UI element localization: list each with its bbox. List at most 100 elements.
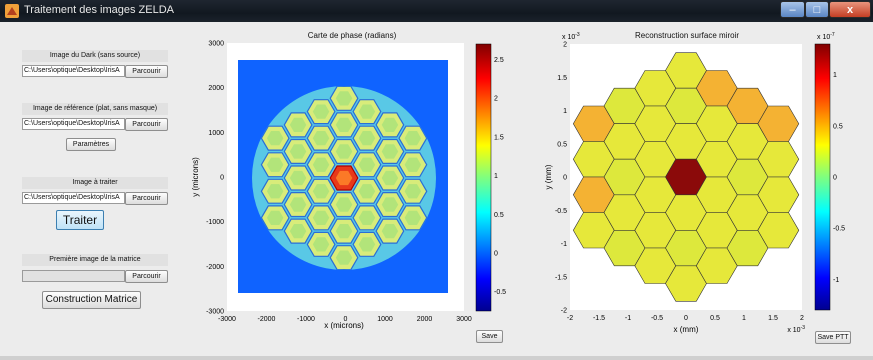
colorbar-tick-label: 2.5 (494, 57, 504, 64)
phase-segment-core (404, 157, 422, 172)
x-tick-label: 3000 (456, 316, 472, 323)
x-tick-label: 2 (800, 315, 804, 322)
y-tick-label: 0.5 (557, 141, 567, 148)
phase-segment-core (312, 104, 330, 119)
title-bar[interactable]: Traitement des images ZELDA – □ x (0, 0, 873, 22)
surface-y-exponent: x 10-3 (562, 32, 580, 41)
phase-xlabel: x (microns) (324, 321, 364, 330)
phase-segment-core (312, 237, 330, 252)
phase-segment-core (358, 104, 376, 119)
phase-segment-core (266, 184, 284, 199)
reference-image-path-field[interactable]: C:\Users\optique\Desktop\IrisA (22, 118, 125, 130)
process-button[interactable]: Traiter (56, 210, 104, 230)
phase-segment-core (289, 224, 307, 239)
x-tick-label: -1000 (297, 316, 315, 323)
phase-segment-core (289, 144, 307, 159)
phase-segment-core (381, 144, 399, 159)
mirror-segment (757, 212, 800, 249)
y-tick-label: -1000 (206, 219, 224, 226)
dark-image-label: Image du Dark (sans source) (22, 50, 168, 62)
reference-browse-button[interactable]: Parcourir (125, 118, 168, 131)
phase-segment-core (335, 117, 353, 132)
phase-map-plot[interactable]: -3000 -2000 -1000 0 1000 2000 3000300020001000… (190, 36, 520, 346)
process-browse-button[interactable]: Parcourir (125, 192, 168, 205)
colorbar-tick-label: -0.5 (494, 289, 506, 296)
control-panel: Image du Dark (sans source) C:\Users\opt… (8, 22, 180, 356)
matrix-first-image-path-field[interactable] (22, 270, 125, 282)
x-tick-label: 0 (344, 316, 348, 323)
colorbar-tick-label: 0 (494, 250, 498, 257)
phase-map-title: Carte de phase (radians) (307, 31, 397, 40)
y-tick-label: -0.5 (555, 208, 567, 215)
y-tick-label: -1 (561, 241, 567, 248)
colorbar-tick-label: 0 (833, 175, 837, 182)
phase-segment-core (404, 184, 422, 199)
y-tick-label: -2000 (206, 264, 224, 271)
y-tick-label: -1.5 (555, 274, 567, 281)
phase-segments (260, 86, 428, 270)
colorbar-tick-label: 0.5 (494, 212, 504, 219)
mirror-segments (572, 52, 800, 302)
surface-plot[interactable]: x 10-3 -2 -1.5 -1 -0.5 0 0.5 1 1.5 2 2 1.5 1 0.5 0 -0.… (545, 30, 873, 350)
phase-axes-ticks: -3000 -2000 -1000 0 1000 2000 3000 3000 2000 1000… (206, 41, 472, 324)
minimize-button[interactable]: – (780, 1, 805, 18)
surface-xlabel: x (mm) (674, 325, 699, 334)
phase-segment-core (335, 224, 353, 239)
process-image-label: Image à traiter (22, 177, 168, 189)
phase-segment-core (312, 210, 330, 225)
y-tick-label: 1 (563, 108, 567, 115)
phase-ylabel: y (microns) (191, 157, 200, 197)
phase-segment-core (404, 210, 422, 225)
surface-colorbar (814, 43, 831, 311)
colorbar-tick-label: -1 (833, 277, 839, 284)
phase-segment-core (312, 131, 330, 146)
y-tick-label: 2000 (208, 85, 224, 92)
y-tick-label: 0 (220, 175, 224, 182)
phase-segment-core (381, 170, 399, 186)
colorbar-tick-label: -0.5 (833, 226, 845, 233)
phase-segment-core (312, 157, 330, 172)
phase-segment-core (381, 117, 399, 132)
dark-image-path-field[interactable]: C:\Users\optique\Desktop\IrisA (22, 65, 125, 77)
phase-segment-core (289, 197, 307, 212)
parameters-button[interactable]: Paramètres (66, 138, 116, 151)
phase-save-button[interactable]: Save (476, 330, 503, 343)
colorbar-tick-label: 1 (494, 173, 498, 180)
process-image-path-field[interactable]: C:\Users\optique\Desktop\IrisA (22, 192, 125, 204)
maximize-button[interactable]: □ (805, 1, 829, 18)
surface-colorbar-ticks: 1 0.5 0 -0.5 -1 (833, 72, 845, 284)
colorbar-tick-label: 1.5 (494, 134, 504, 141)
phase-segment-core (289, 117, 307, 132)
phase-segment-core (358, 210, 376, 225)
surface-colorbar-exponent: x 10-7 (817, 32, 835, 41)
x-tick-label: -0.5 (651, 315, 663, 322)
phase-segment-core (381, 224, 399, 239)
y-tick-label: -3000 (206, 309, 224, 316)
matrix-browse-button[interactable]: Parcourir (125, 270, 168, 283)
x-tick-label: 0 (684, 315, 688, 322)
dark-browse-button[interactable]: Parcourir (125, 65, 168, 78)
x-tick-label: 1000 (377, 316, 393, 323)
surface-save-ptt-button[interactable]: Save PTT (815, 331, 851, 344)
build-matrix-button[interactable]: Construction Matrice (42, 291, 141, 309)
phase-segment-core (266, 157, 284, 172)
y-tick-label: 0 (563, 175, 567, 182)
surface-axes-ticks: -2 -1.5 -1 -0.5 0 0.5 1 1.5 2 2 1.5 1 0.5 0 -0.5 -1 -1.5… (555, 42, 804, 323)
matrix-first-image-label: Première image de la matrice (22, 254, 168, 266)
colorbar-tick-label: 1 (833, 72, 837, 79)
x-tick-label: 1 (742, 315, 746, 322)
phase-segment-core (335, 91, 353, 106)
y-tick-label: 3000 (208, 41, 224, 48)
x-tick-label: 2000 (417, 316, 433, 323)
window-bottom-border (0, 356, 873, 360)
x-tick-label: 1.5 (768, 315, 778, 322)
phase-segment-core (312, 184, 330, 199)
close-button[interactable]: x (829, 1, 871, 18)
phase-segment-core (289, 170, 307, 186)
surface-ylabel: y (mm) (545, 164, 553, 189)
y-tick-label: 1.5 (557, 75, 567, 82)
window-title: Traitement des images ZELDA (24, 4, 174, 16)
y-tick-label: 1000 (208, 130, 224, 137)
phase-segment-core (358, 131, 376, 146)
phase-colorbar-ticks: 2.5 2 1.5 1 0.5 0 -0.5 (494, 57, 506, 296)
